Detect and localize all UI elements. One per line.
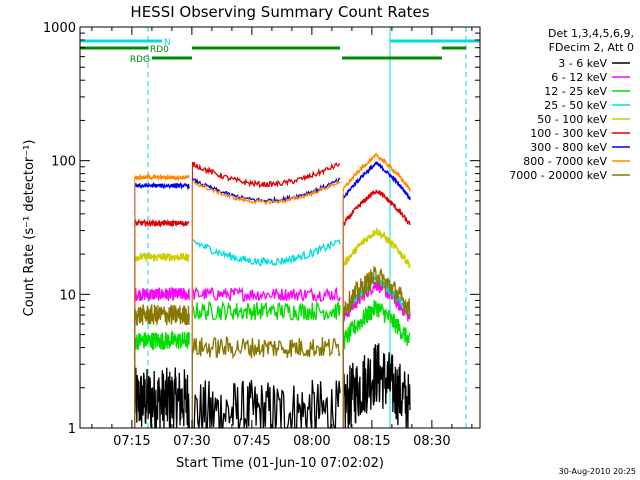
legend-entry-label: 6 - 12 keV	[551, 71, 607, 84]
legend-entry-label: 25 - 50 keV	[544, 99, 607, 112]
chart-title: HESSI Observing Summary Count Rates	[130, 3, 429, 21]
y-tick-label: 1	[68, 422, 76, 437]
series-line	[134, 181, 190, 191]
flag-label: RD0	[150, 45, 169, 55]
series-line	[134, 367, 190, 429]
flag-label: RDG	[130, 55, 150, 65]
legend-entry-label: 12 - 25 keV	[544, 85, 607, 98]
x-axis-ticks: 07:15 07:30 07:45 08:00 08:15 08:30	[91, 27, 473, 449]
y-axis-label: Count Rate (s⁻¹ detector⁻¹)	[22, 140, 37, 317]
x-tick-label: 07:45	[233, 434, 270, 449]
series-line	[134, 251, 190, 264]
legend-entry-label: 300 - 800 keV	[530, 141, 607, 154]
legend-header: Det 1,3,4,5,6,9,	[548, 27, 634, 40]
series-line	[342, 343, 411, 429]
series-line	[342, 266, 411, 320]
series-line	[342, 279, 411, 322]
x-tick-label: 08:00	[293, 434, 330, 449]
series-line	[342, 299, 411, 350]
series-line	[342, 227, 411, 269]
series-line	[191, 335, 341, 360]
series-line	[342, 160, 411, 201]
series-line	[342, 152, 411, 192]
series-line	[134, 286, 190, 301]
legend-entry-label: 7000 - 20000 keV	[509, 169, 607, 182]
series-line	[191, 301, 341, 321]
x-tick-label: 08:15	[353, 434, 390, 449]
x-axis-label: Start Time (01-Jun-10 07:02:02)	[176, 456, 384, 471]
y-tick-label: 1000	[43, 21, 76, 36]
series-line	[191, 238, 341, 268]
x-tick-label: 08:30	[413, 434, 450, 449]
series-layer	[134, 152, 411, 429]
series-line	[134, 329, 190, 351]
x-tick-label: 07:30	[173, 434, 210, 449]
legend: Det 1,3,4,5,6,9,FDecim 2, Att 0 3 - 6 keV…	[509, 27, 634, 182]
series-line	[192, 379, 341, 429]
y-tick-label: 10	[59, 288, 76, 303]
footer-timestamp: 30-Aug-2010 20:25	[559, 467, 636, 476]
series-line	[342, 189, 411, 226]
legend-entry-label: 800 - 7000 keV	[523, 155, 607, 168]
series-line	[191, 286, 341, 302]
y-axis-ticks: 1 10 100 1000	[43, 21, 480, 437]
x-tick-label: 07:15	[113, 434, 150, 449]
series-line	[134, 218, 190, 228]
series-line	[191, 161, 341, 189]
flag-label: N	[164, 38, 171, 48]
legend-header: FDecim 2, Att 0	[549, 41, 634, 54]
series-line	[192, 179, 341, 206]
plot-frame	[79, 26, 481, 429]
legend-entry-label: 3 - 6 keV	[558, 57, 607, 70]
series-line	[134, 304, 190, 326]
legend-entry-label: 50 - 100 keV	[537, 113, 607, 126]
legend-entry-label: 100 - 300 keV	[530, 127, 607, 140]
y-tick-label: 100	[51, 155, 76, 170]
series-line	[134, 173, 190, 182]
